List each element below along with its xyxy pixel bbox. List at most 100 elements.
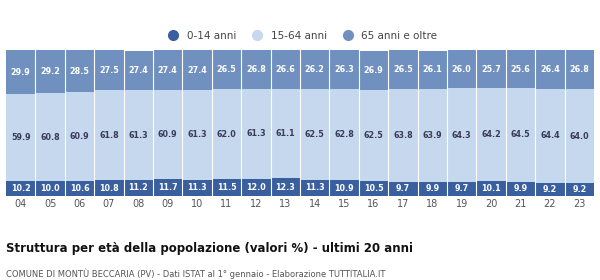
Bar: [94, 50, 124, 90]
Bar: [271, 50, 300, 89]
Bar: [300, 179, 329, 196]
Bar: [182, 90, 212, 179]
Bar: [6, 50, 35, 94]
Bar: [271, 89, 300, 178]
Text: 12.3: 12.3: [275, 183, 295, 192]
Bar: [476, 50, 506, 88]
Bar: [153, 179, 182, 196]
Text: 27.4: 27.4: [128, 66, 148, 75]
Bar: [329, 50, 359, 89]
Bar: [300, 88, 329, 179]
Text: 60.9: 60.9: [70, 132, 89, 141]
Bar: [153, 90, 182, 179]
Bar: [6, 181, 35, 196]
Bar: [6, 94, 35, 181]
Bar: [359, 181, 388, 196]
Text: 9.9: 9.9: [425, 184, 439, 193]
Text: 26.6: 26.6: [275, 65, 295, 74]
Text: 61.1: 61.1: [275, 129, 295, 138]
Text: 61.8: 61.8: [99, 131, 119, 140]
Legend: 0-14 anni, 15-64 anni, 65 anni e oltre: 0-14 anni, 15-64 anni, 65 anni e oltre: [159, 27, 441, 45]
Text: 60.8: 60.8: [40, 133, 60, 142]
Bar: [65, 92, 94, 181]
Bar: [212, 179, 241, 196]
Bar: [535, 50, 565, 89]
Text: 9.9: 9.9: [514, 184, 527, 193]
Text: 64.2: 64.2: [481, 130, 501, 139]
Bar: [447, 182, 476, 196]
Bar: [329, 180, 359, 196]
Bar: [506, 88, 535, 182]
Bar: [65, 50, 94, 92]
Text: 10.6: 10.6: [70, 184, 89, 193]
Text: 26.1: 26.1: [422, 65, 442, 74]
Text: 62.8: 62.8: [334, 130, 354, 139]
Bar: [418, 51, 447, 88]
Text: 11.5: 11.5: [217, 183, 236, 192]
Bar: [271, 178, 300, 196]
Text: 11.2: 11.2: [128, 183, 148, 192]
Bar: [388, 182, 418, 196]
Text: 25.6: 25.6: [511, 64, 530, 74]
Bar: [565, 89, 594, 183]
Bar: [506, 182, 535, 196]
Text: 9.2: 9.2: [572, 185, 586, 194]
Bar: [212, 89, 241, 179]
Text: 26.2: 26.2: [305, 65, 325, 74]
Text: 26.9: 26.9: [364, 66, 383, 75]
Text: COMUNE DI MONTÙ BECCARIA (PV) - Dati ISTAT al 1° gennaio - Elaborazione TUTTITAL: COMUNE DI MONTÙ BECCARIA (PV) - Dati IST…: [6, 269, 385, 279]
Text: 26.5: 26.5: [393, 65, 413, 74]
Text: 9.7: 9.7: [396, 185, 410, 193]
Text: 9.2: 9.2: [543, 185, 557, 194]
Bar: [124, 51, 153, 90]
Text: 59.9: 59.9: [11, 133, 31, 142]
Bar: [241, 50, 271, 89]
Text: 26.8: 26.8: [246, 65, 266, 74]
Bar: [182, 179, 212, 196]
Text: 29.9: 29.9: [11, 68, 31, 77]
Text: 10.8: 10.8: [99, 184, 119, 193]
Bar: [506, 50, 535, 88]
Text: 29.2: 29.2: [40, 67, 60, 76]
Bar: [359, 90, 388, 181]
Bar: [241, 179, 271, 196]
Text: 26.4: 26.4: [540, 65, 560, 74]
Bar: [124, 90, 153, 180]
Text: 27.5: 27.5: [99, 66, 119, 75]
Bar: [447, 88, 476, 182]
Bar: [388, 50, 418, 89]
Text: Struttura per età della popolazione (valori %) - ultimi 20 anni: Struttura per età della popolazione (val…: [6, 242, 413, 255]
Text: 63.8: 63.8: [393, 131, 413, 140]
Text: 26.8: 26.8: [569, 66, 589, 74]
Text: 25.7: 25.7: [481, 65, 501, 74]
Text: 61.3: 61.3: [246, 129, 266, 138]
Text: 62.5: 62.5: [364, 131, 383, 140]
Text: 11.3: 11.3: [187, 183, 207, 192]
Bar: [476, 181, 506, 196]
Text: 10.2: 10.2: [11, 184, 31, 193]
Bar: [535, 183, 565, 196]
Bar: [565, 50, 594, 89]
Text: 61.3: 61.3: [128, 130, 148, 139]
Text: 26.3: 26.3: [334, 65, 354, 74]
Bar: [124, 180, 153, 196]
Bar: [388, 89, 418, 182]
Text: 26.0: 26.0: [452, 65, 472, 74]
Bar: [300, 50, 329, 88]
Text: 9.7: 9.7: [455, 185, 469, 193]
Text: 63.9: 63.9: [422, 130, 442, 139]
Bar: [35, 93, 65, 181]
Text: 62.0: 62.0: [217, 130, 236, 139]
Text: 61.3: 61.3: [187, 130, 207, 139]
Text: 10.1: 10.1: [481, 184, 501, 193]
Bar: [447, 50, 476, 88]
Text: 28.5: 28.5: [70, 67, 89, 76]
Text: 27.4: 27.4: [158, 66, 178, 75]
Bar: [35, 181, 65, 196]
Text: 64.3: 64.3: [452, 130, 472, 139]
Bar: [182, 50, 212, 90]
Bar: [153, 50, 182, 90]
Text: 64.0: 64.0: [569, 132, 589, 141]
Bar: [476, 88, 506, 181]
Bar: [418, 88, 447, 182]
